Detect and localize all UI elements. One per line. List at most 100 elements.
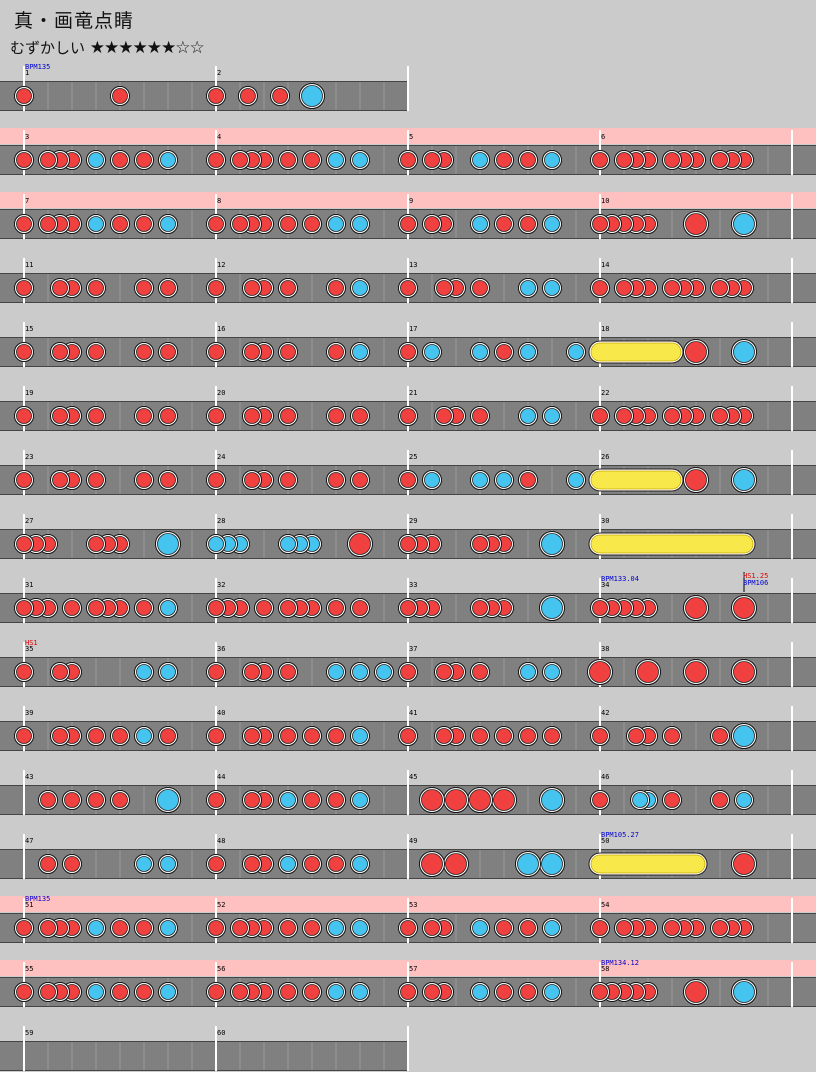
don-note <box>136 344 152 360</box>
ka-note <box>520 664 536 680</box>
ka-note <box>160 664 176 680</box>
don-note <box>400 984 416 1000</box>
ka-note <box>424 472 440 488</box>
measure-number: 28 <box>217 517 225 525</box>
don-note <box>472 664 488 680</box>
measure-number: 5 <box>409 133 413 141</box>
don-big-note <box>733 661 755 683</box>
don-note <box>616 920 632 936</box>
ka-note <box>328 152 344 168</box>
don-big-note <box>349 533 371 555</box>
don-big-note <box>685 341 707 363</box>
ka-note <box>520 408 536 424</box>
don-note <box>592 152 608 168</box>
don-note <box>208 408 224 424</box>
don-note <box>616 152 632 168</box>
song-title: 真・画竜点睛 <box>14 10 135 32</box>
ka-big-note <box>157 533 179 555</box>
measure-number: 19 <box>25 389 33 397</box>
don-note <box>304 728 320 744</box>
don-note <box>496 728 512 744</box>
don-note <box>400 920 416 936</box>
don-note <box>208 600 224 616</box>
don-note <box>424 216 440 232</box>
don-note <box>64 792 80 808</box>
drumroll-note <box>590 854 706 874</box>
don-note <box>712 152 728 168</box>
don-note <box>400 472 416 488</box>
don-note <box>136 408 152 424</box>
ka-big-note <box>541 597 563 619</box>
don-note <box>424 920 440 936</box>
don-note <box>160 472 176 488</box>
measure-number: 53 <box>409 901 417 909</box>
don-note <box>232 216 248 232</box>
don-note <box>664 408 680 424</box>
don-note <box>496 344 512 360</box>
ka-note <box>136 856 152 872</box>
don-note <box>328 472 344 488</box>
don-note <box>256 600 272 616</box>
don-note <box>436 408 452 424</box>
don-note <box>592 216 608 232</box>
measure-number: 14 <box>601 261 609 269</box>
don-big-note <box>733 853 755 875</box>
ka-big-note <box>541 789 563 811</box>
don-big-note <box>637 661 659 683</box>
don-big-note <box>685 213 707 235</box>
don-note <box>16 920 32 936</box>
ka-note <box>352 152 368 168</box>
ka-note <box>632 792 648 808</box>
don-note <box>496 152 512 168</box>
measure-number: 29 <box>409 517 417 525</box>
ka-note <box>472 152 488 168</box>
ka-note <box>496 472 512 488</box>
don-note <box>112 152 128 168</box>
don-note <box>400 152 416 168</box>
don-big-note <box>493 789 515 811</box>
don-note <box>136 152 152 168</box>
don-note <box>40 920 56 936</box>
don-note <box>136 472 152 488</box>
measure-number: 10 <box>601 197 609 205</box>
don-note <box>520 216 536 232</box>
don-note <box>40 792 56 808</box>
measure-number: 31 <box>25 581 33 589</box>
don-note <box>244 344 260 360</box>
ka-note <box>160 856 176 872</box>
ka-big-note <box>541 853 563 875</box>
don-note <box>280 152 296 168</box>
ka-note <box>544 920 560 936</box>
don-note <box>544 728 560 744</box>
don-note <box>208 152 224 168</box>
don-note <box>88 344 104 360</box>
don-note <box>244 408 260 424</box>
don-note <box>280 280 296 296</box>
ka-note <box>736 792 752 808</box>
measure-number: 26 <box>601 453 609 461</box>
measure-number: 43 <box>25 773 33 781</box>
don-note <box>424 984 440 1000</box>
don-note <box>112 88 128 104</box>
don-note <box>208 472 224 488</box>
don-note <box>208 856 224 872</box>
don-note <box>88 280 104 296</box>
don-note <box>52 344 68 360</box>
don-note <box>208 984 224 1000</box>
don-note <box>244 280 260 296</box>
don-note <box>88 600 104 616</box>
measure-number: 6 <box>601 133 605 141</box>
don-note <box>40 152 56 168</box>
ka-note <box>352 344 368 360</box>
don-note <box>16 984 32 1000</box>
don-note <box>88 792 104 808</box>
don-note <box>280 664 296 680</box>
don-note <box>52 664 68 680</box>
don-note <box>436 280 452 296</box>
measure-number: 46 <box>601 773 609 781</box>
don-note <box>16 344 32 360</box>
bpm-label: BPM135 <box>25 63 50 71</box>
ka-note <box>544 664 560 680</box>
measure-number: 4 <box>217 133 221 141</box>
